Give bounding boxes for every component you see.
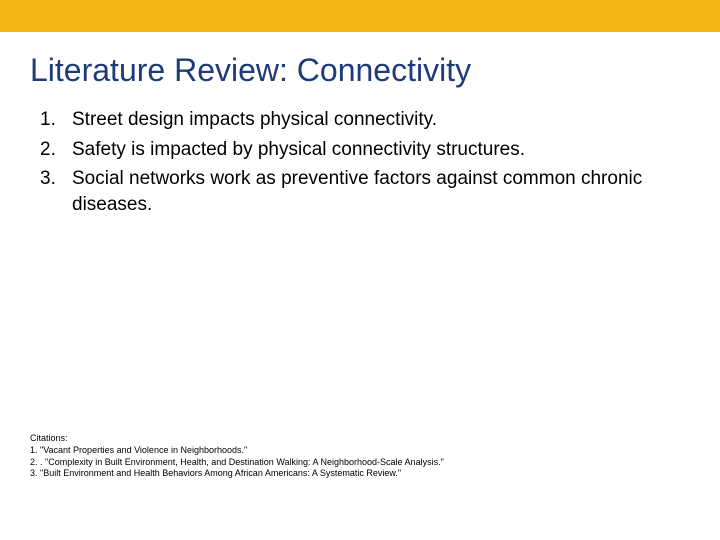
citation-item: 1. "Vacant Properties and Violence in Ne… <box>30 445 690 457</box>
point-item: Safety is impacted by physical connectiv… <box>40 137 680 163</box>
point-item: Street design impacts physical connectiv… <box>40 107 680 133</box>
citations-heading: Citations: <box>30 433 690 445</box>
point-item: Social networks work as preventive facto… <box>40 166 680 217</box>
point-list: Street design impacts physical connectiv… <box>40 107 680 218</box>
slide-title: Literature Review: Connectivity <box>0 32 720 107</box>
citation-item: 2. . "Complexity in Built Environment, H… <box>30 457 690 469</box>
body-content: Street design impacts physical connectiv… <box>0 107 720 218</box>
top-accent-bar <box>0 0 720 32</box>
citations-block: Citations: 1. "Vacant Properties and Vio… <box>30 433 690 480</box>
citation-item: 3. "Built Environment and Health Behavio… <box>30 468 690 480</box>
